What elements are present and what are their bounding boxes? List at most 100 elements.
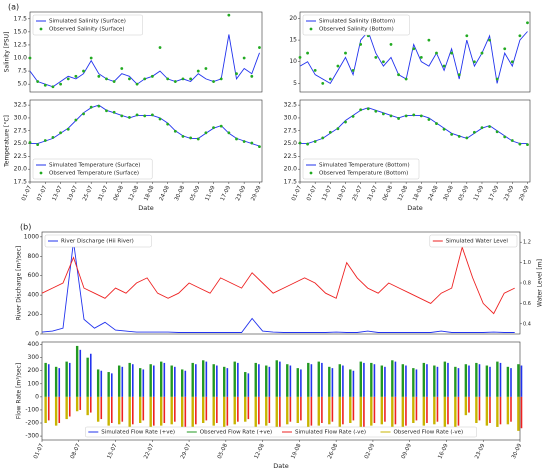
observed-point [397,117,400,120]
y-tick-label: 20 [289,15,297,22]
observed-point [480,51,484,55]
y2-tick-label: 0.4 [523,321,531,327]
observed-point [181,134,185,138]
observed-point [359,43,363,46]
x-tick-label: 08-07 [70,442,82,459]
y-tick-label: 25.0 [14,140,28,147]
observed-point [204,131,208,135]
y-tick-label: -300 [25,433,39,440]
y2-tick-label: 1.2 [523,240,531,246]
legend-label: Observed Temperature (Bottom) [319,171,408,177]
x-tick-label: 29-09 [518,184,530,201]
observed-point [89,105,93,109]
x-tick-label: 18-08 [412,184,424,201]
observed-point [412,47,416,51]
observed-point [250,74,254,78]
observed-point [59,131,62,135]
observed-point [336,127,340,131]
y-tick-label: 12.5 [14,41,28,48]
observed-point [336,64,340,68]
observed-point [51,85,55,89]
observed-point [258,145,261,149]
observed-point [166,122,170,126]
observed-point [82,112,85,116]
legend-box [32,14,143,36]
observed-point [43,139,47,142]
observed-point [450,132,454,136]
observed-point [321,136,325,140]
observed-point [313,140,317,143]
plot-frame [299,11,531,93]
observed-point [120,114,124,118]
y-axis-label: Temperature [°C] [4,115,11,168]
observed-point [442,64,446,68]
observed-point [128,77,131,81]
observed-point [128,116,131,119]
observed-point [503,47,507,51]
observed-point [419,114,423,118]
observed-point [351,68,355,72]
x-tick-label: 19-07 [67,184,79,201]
observed-point [359,108,363,112]
observed-point [313,68,317,72]
observed-point [158,117,162,121]
observed-point [298,141,302,145]
y-tick-label: 100 [28,380,40,387]
y-tick-label: 30.0 [284,114,298,121]
y-tick-label: 30.0 [14,114,28,121]
observed-point [219,124,223,128]
observed-point [196,137,200,141]
observed-point [510,139,514,142]
x-tick-label: 05-09 [458,184,470,201]
y-tick-label: 22.5 [284,153,298,160]
x-tick-label: 25-07 [82,184,94,201]
x-tick-label: 31-07 [367,184,379,201]
observed-point [158,46,162,49]
legend-label: Simulated Temperature (Bottom) [319,163,410,169]
observed-point [235,137,238,141]
x-tick-label: 15-07 [107,442,119,459]
observed-point [419,56,423,59]
observed-point [189,136,193,140]
legend-label: Observed Salinity (Bottom) [319,27,394,33]
observed-point [518,142,522,146]
y-tick-label: 27.5 [284,127,298,134]
observed-point [219,77,223,81]
observed-point [173,80,177,83]
y-tick-label: 15 [289,37,297,44]
observed-point [150,113,154,117]
observed-point [472,130,476,134]
observed-point [472,60,476,64]
observed-point [51,136,55,139]
x-tick-label: 30-09 [511,442,523,459]
legend-label: Simulated Temperature (Surface) [49,163,140,169]
x-tick-label: 05-09 [189,184,201,201]
x-axis-label: Date [273,462,289,470]
legend-label: Simulated Flow Rate (+ve) [101,430,175,436]
legend-marker [39,171,43,175]
panel-label: (b) [20,223,31,232]
observed-point [189,77,193,81]
observed-point [306,51,309,55]
plot-frame [41,231,521,335]
legend-label: Simulated Salinity (Bottom) [319,19,395,25]
observed-point [173,129,177,133]
series-line [299,30,528,85]
legend-label: River Discharge (Hii River) [61,239,134,245]
panel-label: (a) [8,3,19,12]
y-tick-label: 5.0 [17,81,27,88]
plot-frame [29,99,263,183]
observed-point [366,107,370,111]
legend-label: Observed Temperature (Surface) [49,171,139,177]
legend-label: Simulated Water Level [446,239,509,245]
y-tick-label: 200 [28,367,40,374]
x-tick-label: 09-09 [401,442,413,459]
x-tick-label: 26-08 [327,442,339,459]
observed-point [465,34,469,38]
observed-point [298,56,302,59]
x-tick-label: 02-09 [364,442,376,459]
series-line [300,107,528,145]
y-tick-label: 20.0 [284,166,298,173]
y-tick-label: 32.5 [14,102,28,109]
